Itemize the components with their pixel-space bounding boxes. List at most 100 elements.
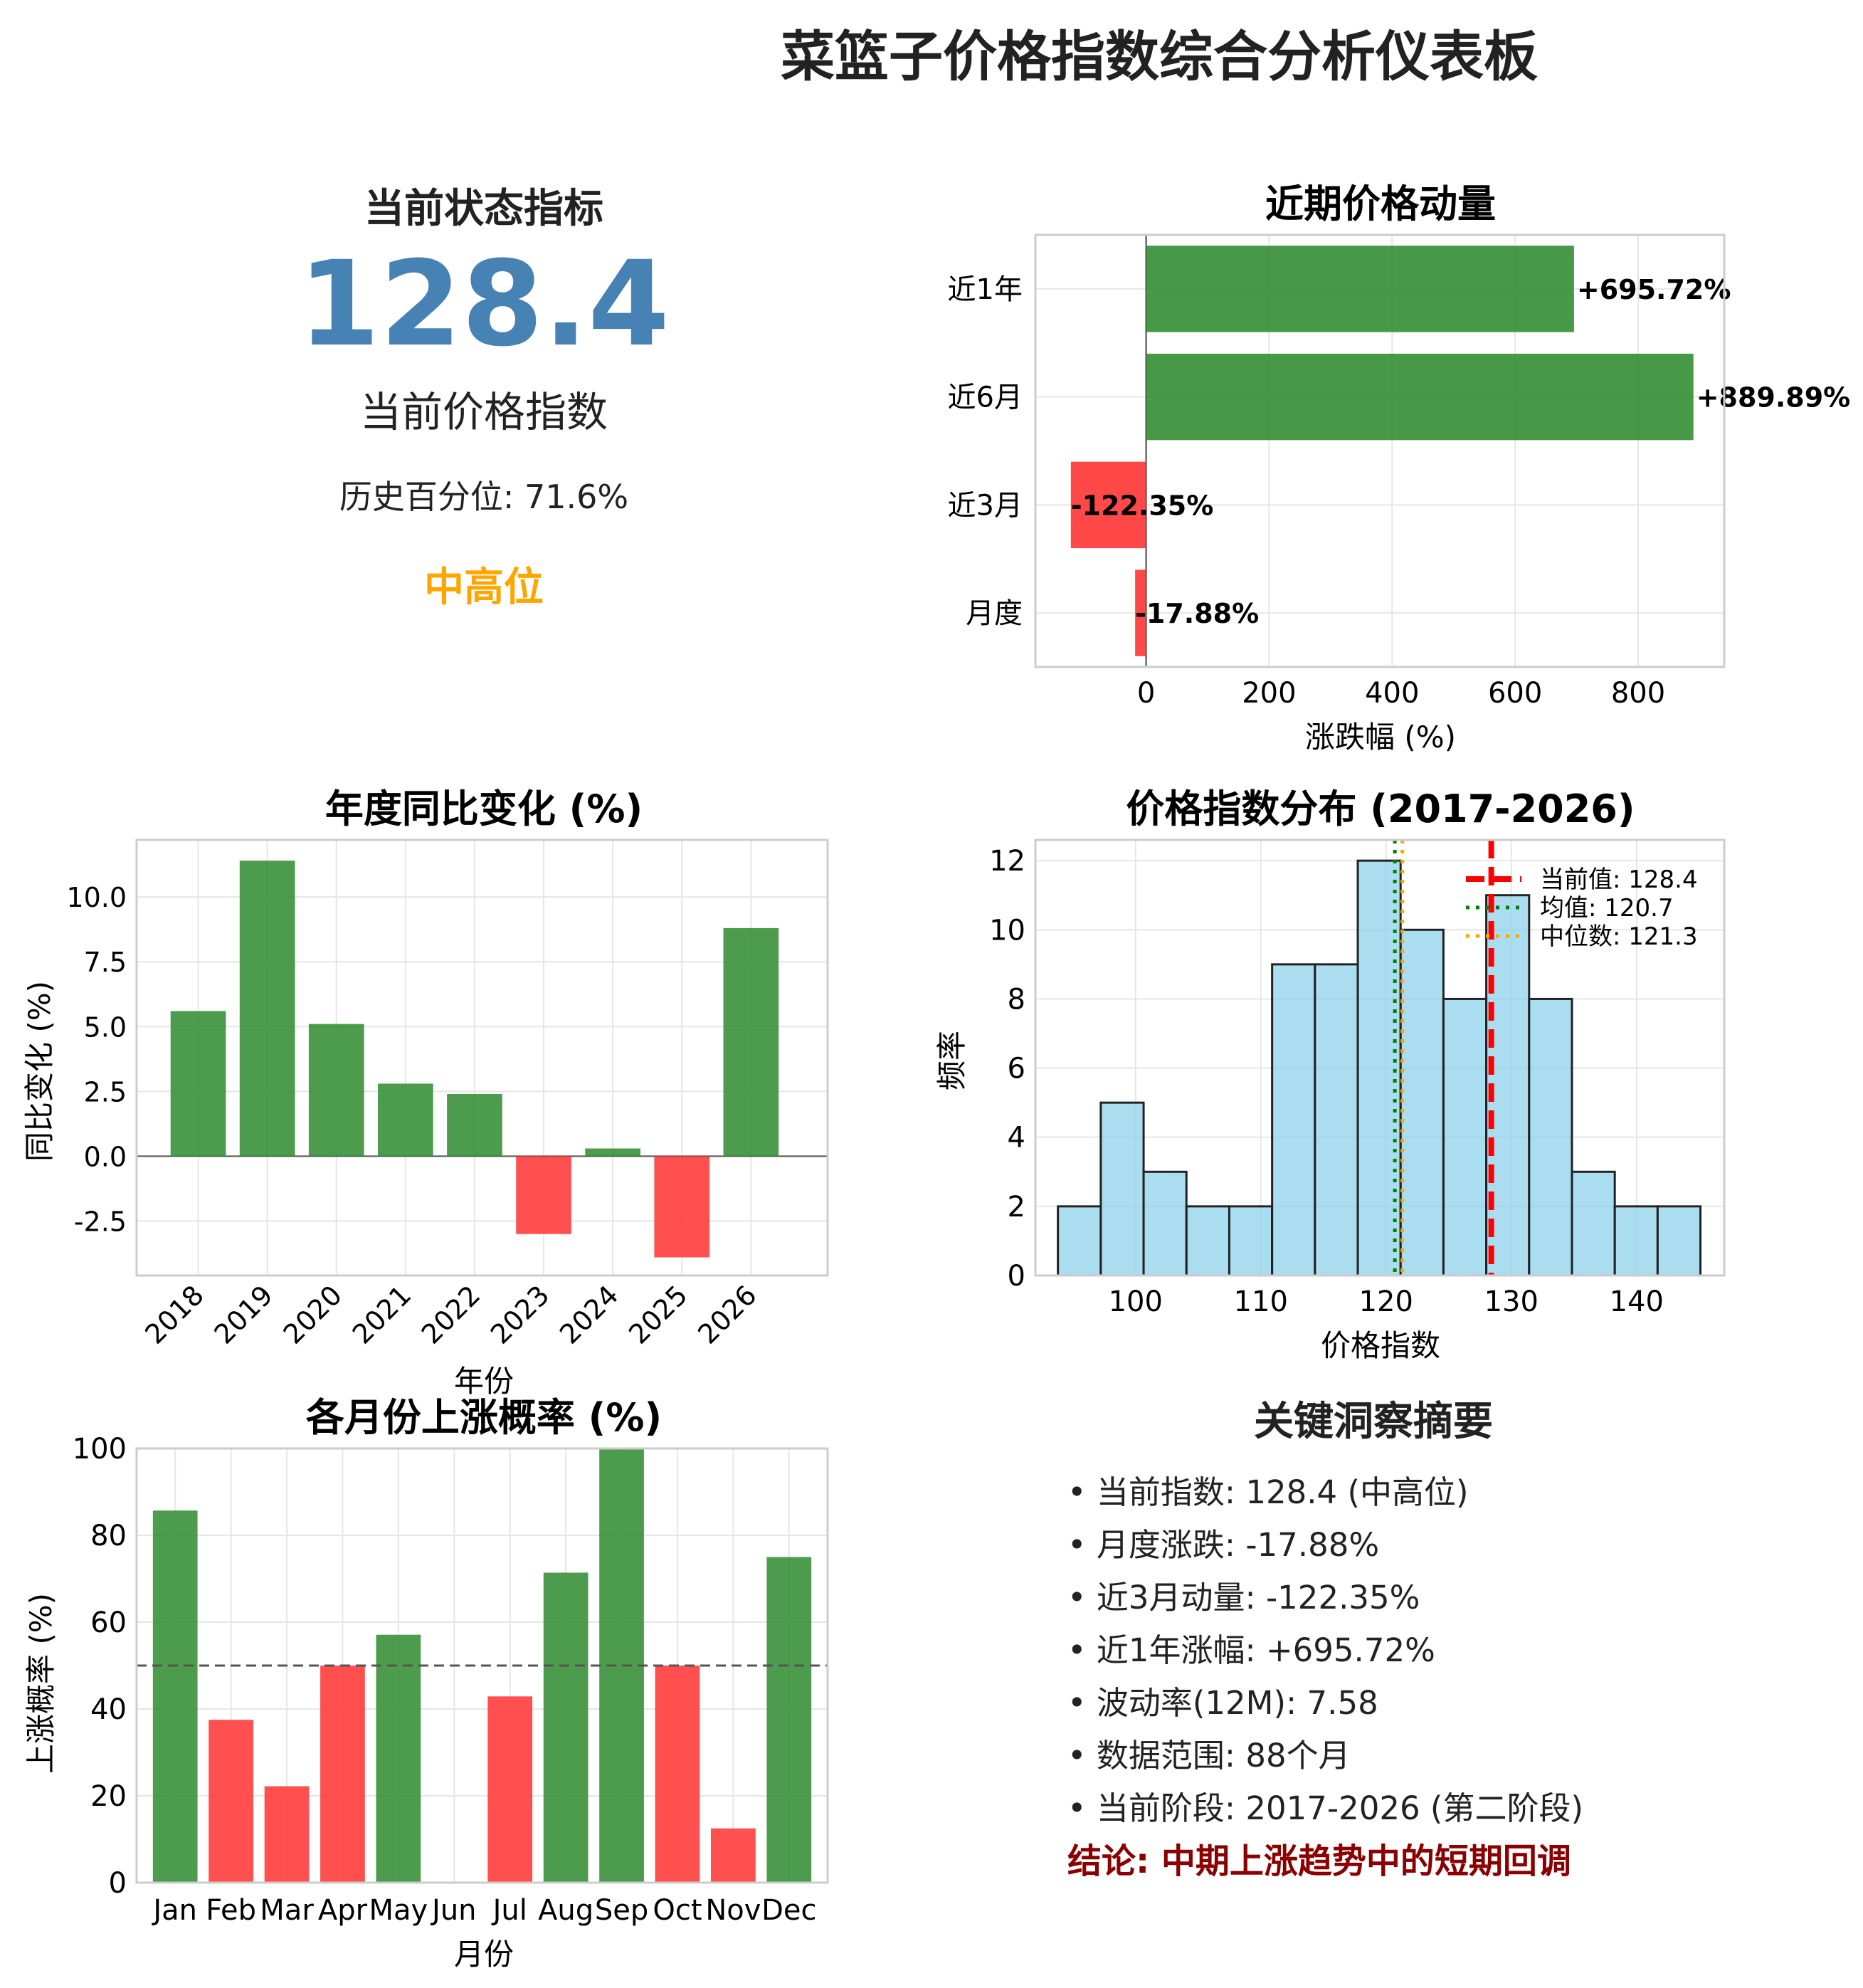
monthly-bar [543, 1572, 589, 1883]
status-panel-title: 当前状态指标 [364, 186, 603, 232]
monthly-bar [376, 1634, 421, 1883]
yoy-ytick-label: 10.0 [66, 882, 127, 913]
momentum-bar [1070, 461, 1146, 549]
distribution-legend-label: 均值: 120.7 [1540, 894, 1674, 922]
momentum-value-label: -122.35% [1071, 490, 1213, 521]
distribution-legend-label: 中位数: 121.3 [1540, 922, 1698, 951]
yoy-chart: 年度同比变化 (%) 年份 同比变化 (%) -2.5 0.0 2.5 5.0 7.5 1… [22, 787, 829, 1399]
distribution-xtick-label: 100 [1109, 1285, 1163, 1318]
yoy-bar [239, 861, 295, 1157]
yoy-xtick-label: 2019 [209, 1279, 280, 1350]
yoy-xtick-label: 2024 [554, 1279, 625, 1350]
distribution-title: 价格指数分布 (2017-2026) [1126, 787, 1635, 831]
yoy-xtick-label: 2023 [485, 1279, 556, 1350]
monthly-ytick-label: 0 [109, 1867, 127, 1900]
monthly-xtick-label: Sep [595, 1894, 648, 1927]
monthly-xtick-label: Apr [318, 1894, 368, 1927]
yoy-bar [585, 1148, 640, 1157]
distribution-bin [1185, 1205, 1230, 1277]
distribution-ytick-label: 4 [1008, 1122, 1025, 1155]
monthly-frame [135, 1447, 829, 1884]
yoy-ytick-label: 0.0 [84, 1141, 127, 1172]
momentum-chart: 近期价格动量 涨跌幅 (%) 0 200 400 600 800 近1年 +695.72% 近… [948, 182, 1851, 754]
monthly-title: 各月份上涨概率 (%) [306, 1395, 662, 1440]
distribution-frame [1034, 838, 1726, 1277]
distribution-bin [1057, 1205, 1102, 1277]
historical-percentile: 历史百分位: 71.6% [339, 478, 629, 516]
monthly-xtick-label: Jun [430, 1894, 477, 1927]
distribution-ytick-label: 10 [989, 914, 1025, 947]
monthly-bar [209, 1720, 253, 1883]
yoy-xtick-label: 2026 [692, 1279, 763, 1350]
yoy-ytick-label: 7.5 [84, 947, 127, 978]
distribution-bin [1228, 1205, 1274, 1277]
monthly-xtick-label: Dec [761, 1894, 816, 1927]
momentum-category-label: 近3月 [948, 489, 1023, 522]
monthly-bar [487, 1696, 533, 1883]
distribution-xtick-label: 140 [1610, 1285, 1664, 1318]
yoy-frame [135, 838, 829, 1277]
monthly-bar [655, 1666, 700, 1883]
yoy-xtick-label: 2018 [139, 1279, 210, 1350]
yoy-xtick-label: 2022 [416, 1279, 487, 1350]
monthly-bar [264, 1786, 310, 1883]
yoy-bar [516, 1156, 571, 1234]
monthly-xtick-label: May [369, 1894, 428, 1927]
momentum-category-label: 近6月 [948, 382, 1023, 414]
summary-conclusion: 结论: 中期上涨趋势中的短期回调 [1067, 1841, 1571, 1881]
monthly-bar [599, 1448, 644, 1883]
distribution-bin [1613, 1205, 1659, 1277]
yoy-xlabel: 年份 [454, 1364, 514, 1399]
yoy-bar [723, 927, 779, 1157]
monthly-bar [152, 1510, 198, 1883]
distribution-bin [1656, 1205, 1702, 1277]
distribution-bin [1142, 1170, 1188, 1277]
current-index-value: 128.4 [298, 236, 670, 372]
yoy-bar [170, 1011, 226, 1157]
summary-line: • 数据范围: 88个月 [1067, 1737, 1351, 1774]
distribution-ytick-label: 8 [1008, 983, 1025, 1016]
monthly-ytick-label: 80 [90, 1520, 127, 1552]
distribution-xtick-label: 110 [1234, 1285, 1288, 1318]
distribution-ytick-label: 2 [1008, 1191, 1025, 1224]
distribution-bin [1528, 997, 1573, 1277]
yoy-xtick-label: 2021 [347, 1279, 418, 1350]
momentum-value-label: -17.88% [1135, 598, 1259, 629]
monthly-ytick-label: 100 [73, 1433, 127, 1466]
monthly-xlabel: 月份 [454, 1937, 514, 1972]
yoy-xtick-label: 2020 [278, 1279, 349, 1350]
distribution-bin [1314, 963, 1359, 1277]
dashboard-title: 菜篮子价格指数综合分析仪表板 [781, 25, 1538, 88]
distribution-ylabel: 频率 [934, 1031, 969, 1090]
distribution-bin [1571, 1170, 1616, 1277]
yoy-xtick-label: 2025 [623, 1279, 694, 1350]
momentum-xtick-label: 800 [1611, 677, 1665, 710]
momentum-title: 近期价格动量 [1265, 182, 1496, 226]
momentum-xlabel: 涨跌幅 (%) [1305, 720, 1456, 754]
momentum-category-label: 月度 [966, 597, 1023, 630]
distribution-chart: 价格指数分布 (2017-2026) 价格指数 频率 100 110 120 130 1… [934, 787, 1726, 1363]
monthly-xtick-label: Mar [260, 1894, 314, 1927]
yoy-ytick-label: 5.0 [84, 1011, 127, 1043]
summary-title: 关键洞察摘要 [1254, 1399, 1493, 1445]
monthly-xtick-label: Nov [705, 1894, 761, 1927]
momentum-bar [1146, 353, 1694, 441]
monthly-xtick-label: Feb [206, 1894, 256, 1927]
momentum-frame [1034, 233, 1726, 668]
momentum-bar [1135, 569, 1146, 656]
summary-line: • 月度涨跌: -17.88% [1067, 1526, 1380, 1564]
distribution-legend-label: 当前值: 128.4 [1540, 866, 1698, 894]
monthly-xtick-label: Oct [653, 1894, 702, 1927]
momentum-xtick-label: 400 [1365, 677, 1419, 710]
monthly-ytick-label: 20 [90, 1780, 127, 1813]
monthly-ylabel: 上涨概率 (%) [23, 1593, 58, 1774]
distribution-ytick-label: 6 [1008, 1053, 1025, 1085]
monthly-ytick-label: 60 [90, 1606, 127, 1639]
distribution-ytick-label: 0 [1008, 1260, 1025, 1293]
momentum-xtick-label: 0 [1137, 677, 1155, 710]
monthly-chart: 各月份上涨概率 (%) 月份 上涨概率 (%) 0 20 40 60 80 100 Jan F… [23, 1395, 829, 1972]
yoy-bar [447, 1094, 502, 1157]
summary-line: • 波动率(12M): 7.58 [1067, 1684, 1378, 1722]
monthly-ytick-label: 40 [90, 1693, 127, 1726]
